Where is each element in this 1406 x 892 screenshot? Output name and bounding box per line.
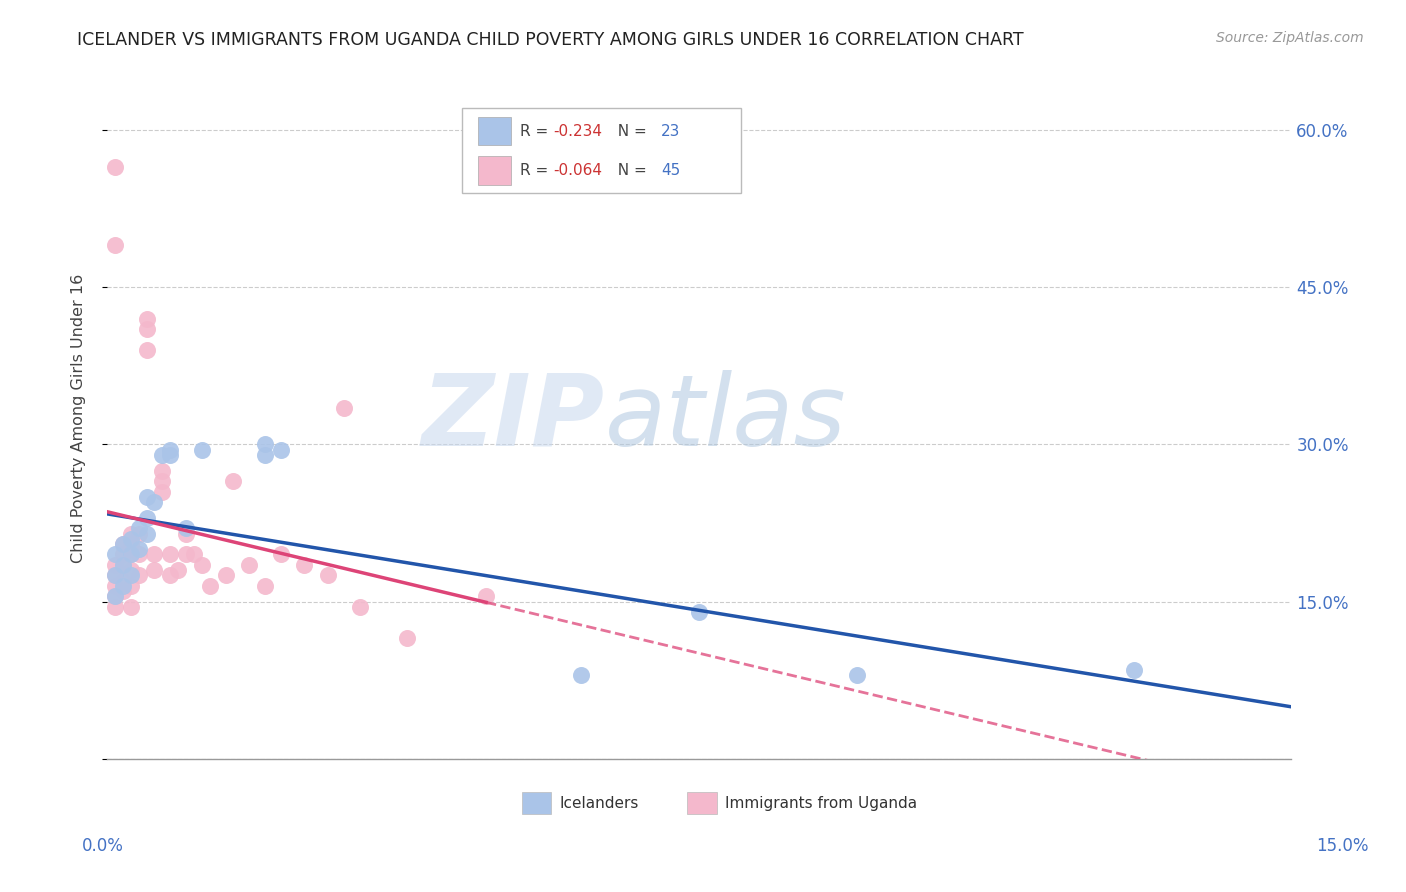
Text: N =: N =: [607, 124, 652, 138]
Point: [143, 548, 166, 562]
Point: [135, 490, 157, 504]
Bar: [688, 792, 717, 814]
Point: [104, 568, 127, 582]
Point: [120, 548, 142, 562]
Point: [475, 590, 498, 604]
Point: [104, 160, 127, 174]
Point: [253, 448, 276, 462]
Point: [111, 537, 134, 551]
Point: [238, 558, 260, 572]
Point: [135, 311, 157, 326]
Point: [111, 537, 134, 551]
Point: [111, 558, 134, 572]
Point: [135, 510, 157, 524]
Point: [104, 558, 127, 572]
Point: [120, 537, 142, 551]
Text: R =: R =: [520, 124, 554, 138]
Point: [104, 590, 127, 604]
Point: [349, 599, 371, 614]
Text: N =: N =: [607, 163, 652, 178]
Point: [104, 579, 127, 593]
Point: [333, 401, 356, 415]
Text: 45: 45: [661, 163, 681, 178]
Point: [104, 590, 127, 604]
Point: [214, 568, 236, 582]
Bar: [478, 156, 510, 185]
Point: [174, 548, 197, 562]
Point: [294, 558, 316, 572]
Point: [270, 442, 292, 457]
Bar: [522, 792, 551, 814]
Point: [198, 579, 221, 593]
Point: [167, 563, 190, 577]
Point: [135, 526, 157, 541]
Point: [222, 474, 245, 488]
Point: [128, 542, 150, 557]
Point: [150, 484, 173, 499]
Point: [253, 579, 276, 593]
Point: [104, 568, 127, 582]
Point: [159, 442, 181, 457]
Point: [104, 599, 127, 614]
Point: [143, 495, 166, 509]
Text: ICELANDER VS IMMIGRANTS FROM UGANDA CHILD POVERTY AMONG GIRLS UNDER 16 CORRELATI: ICELANDER VS IMMIGRANTS FROM UGANDA CHIL…: [77, 31, 1024, 49]
Point: [191, 442, 214, 457]
Point: [688, 605, 710, 619]
Point: [270, 548, 292, 562]
Point: [135, 343, 157, 357]
Point: [150, 448, 173, 462]
Point: [111, 584, 134, 599]
Point: [104, 548, 127, 562]
Point: [159, 568, 181, 582]
Y-axis label: Child Poverty Among Girls Under 16: Child Poverty Among Girls Under 16: [72, 274, 86, 563]
Text: 0.0%: 0.0%: [82, 837, 124, 855]
Point: [128, 568, 150, 582]
Point: [128, 548, 150, 562]
Point: [120, 568, 142, 582]
Bar: [478, 117, 510, 145]
Text: Icelanders: Icelanders: [560, 796, 638, 811]
Point: [1122, 663, 1144, 677]
Point: [120, 599, 142, 614]
Text: -0.064: -0.064: [554, 163, 603, 178]
Point: [111, 558, 134, 572]
Point: [159, 548, 181, 562]
FancyBboxPatch shape: [463, 108, 741, 194]
Text: -0.234: -0.234: [554, 124, 603, 138]
Point: [569, 668, 592, 682]
Point: [316, 568, 339, 582]
Text: 23: 23: [661, 124, 681, 138]
Point: [120, 548, 142, 562]
Point: [150, 464, 173, 478]
Text: ZIP: ZIP: [422, 369, 605, 467]
Point: [104, 238, 127, 252]
Point: [159, 448, 181, 462]
Point: [846, 668, 869, 682]
Point: [143, 563, 166, 577]
Point: [135, 322, 157, 336]
Point: [111, 579, 134, 593]
Point: [128, 526, 150, 541]
Text: Source: ZipAtlas.com: Source: ZipAtlas.com: [1216, 31, 1364, 45]
Point: [120, 563, 142, 577]
Point: [253, 437, 276, 451]
Point: [396, 632, 419, 646]
Text: R =: R =: [520, 163, 554, 178]
Point: [128, 521, 150, 535]
Point: [120, 532, 142, 546]
Point: [111, 548, 134, 562]
Point: [174, 526, 197, 541]
Point: [183, 548, 205, 562]
Text: 15.0%: 15.0%: [1316, 837, 1369, 855]
Point: [120, 526, 142, 541]
Point: [191, 558, 214, 572]
Text: atlas: atlas: [605, 369, 846, 467]
Point: [174, 521, 197, 535]
Point: [120, 579, 142, 593]
Point: [150, 474, 173, 488]
Point: [111, 574, 134, 588]
Text: Immigrants from Uganda: Immigrants from Uganda: [725, 796, 918, 811]
